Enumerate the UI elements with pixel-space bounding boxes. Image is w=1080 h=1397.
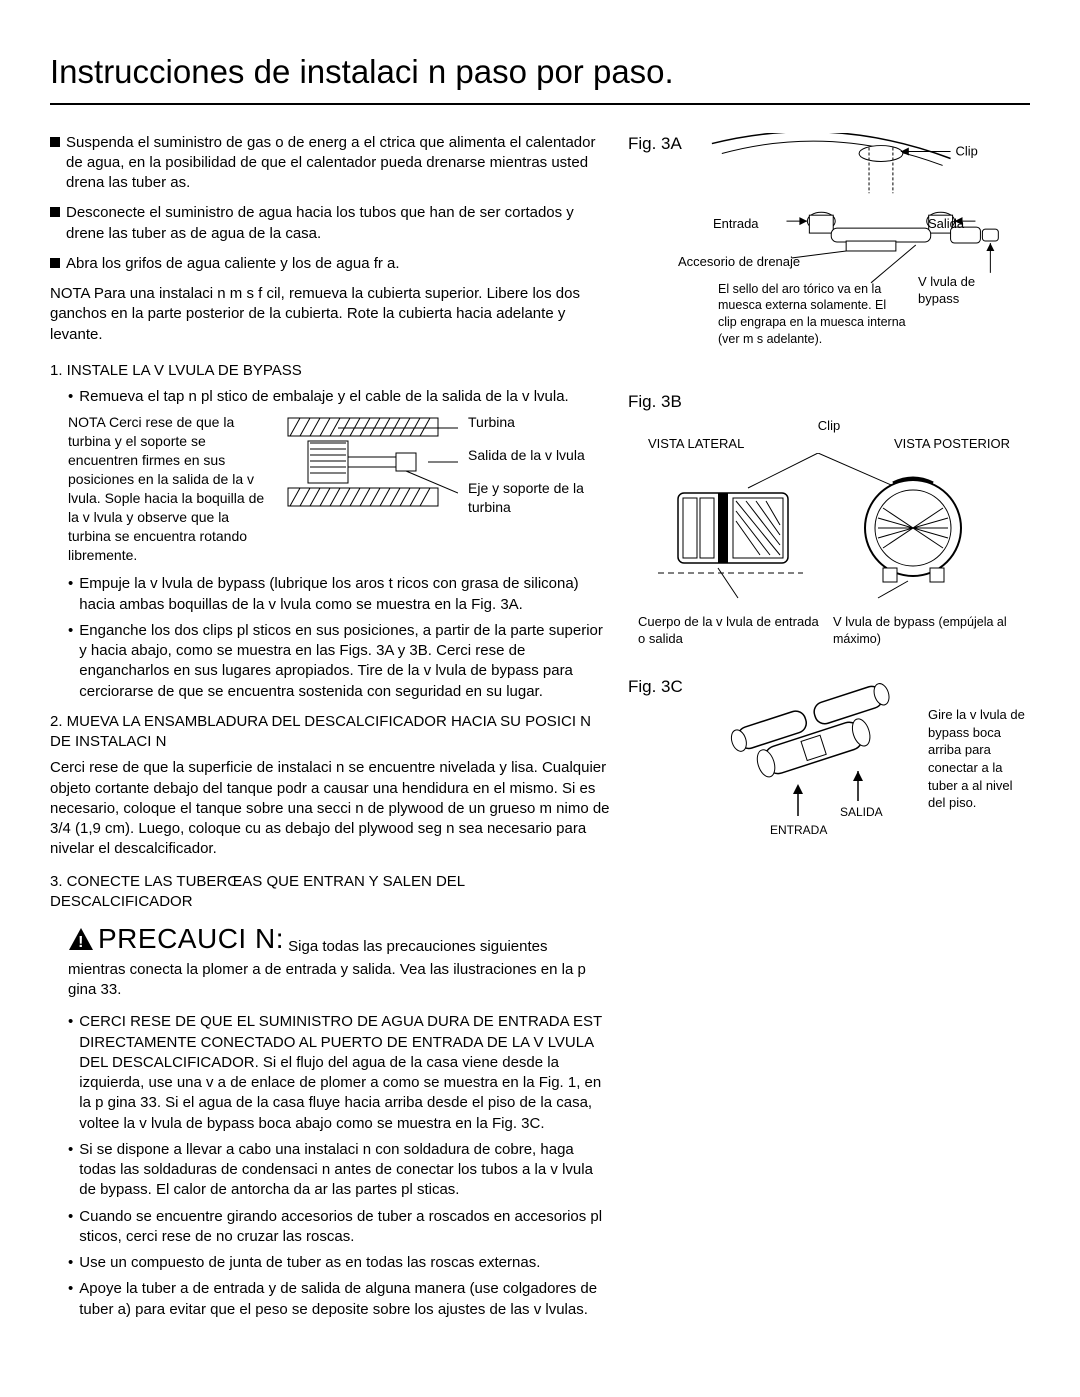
intro-item: Suspenda el suministro de gas o de energ… (50, 133, 610, 194)
figure-3c: Fig. 3C (628, 676, 1030, 846)
square-bullet-icon (50, 137, 60, 147)
intro-text: Suspenda el suministro de gas o de energ… (66, 133, 610, 194)
fig-3a-salida: Salida (928, 215, 964, 233)
fig-3b-cuerpo: Cuerpo de la v lvula de entrada o salida (638, 613, 825, 649)
section-2-paragraph: Cerci rese de que la superficie de insta… (50, 758, 610, 859)
figure-3a: Fig. 3A Clip (628, 133, 1030, 363)
fig-3c-diagram: SALIDA ENTRADA (708, 676, 918, 846)
inline-note: NOTA Cerci rese de que la turbina y el s… (68, 413, 268, 564)
label-turbina: Turbina (468, 413, 610, 432)
bullet-dot-icon: • (68, 387, 73, 407)
figure-3b: Fig. 3B Clip VISTA LATERAL VISTA POSTERI… (628, 391, 1030, 649)
label-salida: Salida de la v lvula (468, 446, 610, 465)
fig-3b-posterior: VISTA POSTERIOR (894, 435, 1010, 453)
bullet: • CERCI RESE DE QUE EL SUMINISTRO DE AGU… (68, 1012, 610, 1134)
bullet-dot-icon: • (68, 574, 73, 615)
bullet-dot-icon: • (68, 1253, 73, 1273)
intro-item: Desconecte el suministro de agua hacia l… (50, 203, 610, 244)
inline-labels: Turbina Salida de la v lvula Eje y sopor… (468, 413, 610, 564)
intro-text: Desconecte el suministro de agua hacia l… (66, 203, 610, 244)
caution-tail: Siga todas las precauciones siguientes (288, 938, 547, 955)
section-1-heading: 1. INSTALE LA V LVULA DE BYPASS (50, 361, 610, 381)
inline-turbine-figure: NOTA Cerci rese de que la turbina y el s… (68, 413, 610, 564)
warning-triangle-icon: ! (68, 927, 94, 951)
fig-3a-sello: El sello del aro tórico va en la muesca … (718, 281, 908, 349)
left-column: Suspenda el suministro de gas o de energ… (50, 133, 610, 1326)
bullet-dot-icon: • (68, 621, 73, 702)
caution-word: ! PRECAUCI N: (68, 920, 284, 958)
bullet-text: Apoye la tuber a de entrada y de salida … (79, 1279, 610, 1320)
section-2-heading: 2. MUEVA LA ENSAMBLADURA DEL DESCALCIFIC… (50, 712, 610, 753)
fig-3a-bypass: V lvula de bypass (918, 273, 1008, 308)
fig-3b-diagram (628, 453, 1008, 613)
bullet-text: Enganche los dos clips pl sticos en sus … (79, 621, 610, 702)
bullet-dot-icon: • (68, 1279, 73, 1320)
bullet: • Apoye la tuber a de entrada y de salid… (68, 1279, 610, 1320)
right-column: Fig. 3A Clip (628, 133, 1030, 1326)
bullet-text: Empuje la v lvula de bypass (lubrique lo… (79, 574, 610, 615)
fig-3b-lateral: VISTA LATERAL (648, 435, 744, 453)
fig-3a-label: Fig. 3A (628, 133, 682, 156)
bullet: • Remueva el tap n pl stico de embalaje … (68, 387, 610, 407)
bullet-text: CERCI RESE DE QUE EL SUMINISTRO DE AGUA … (79, 1012, 610, 1134)
intro-text: Abra los grifos de agua caliente y los d… (66, 254, 400, 274)
bullet-dot-icon: • (68, 1012, 73, 1134)
fig-3c-gire: Gire la v lvula de bypass boca arriba pa… (928, 676, 1030, 846)
caution-line: ! PRECAUCI N: Siga todas las precaucione… (68, 920, 610, 958)
bullet: • Si se dispone a llevar a cabo una inst… (68, 1140, 610, 1201)
bullet-text: Remueva el tap n pl stico de embalaje y … (79, 387, 568, 407)
bullet-dot-icon: • (68, 1207, 73, 1248)
svg-text:ENTRADA: ENTRADA (770, 823, 827, 837)
bullet: • Use un compuesto de junta de tuber as … (68, 1253, 610, 1273)
square-bullet-icon (50, 207, 60, 217)
t: Clip (955, 143, 977, 158)
fig-3c-label: Fig. 3C (628, 676, 698, 699)
bullet: • Cuando se encuentre girando accesorios… (68, 1207, 610, 1248)
bullet: • Enganche los dos clips pl sticos en su… (68, 621, 610, 702)
caution-tail2: mientras conecta la plomer a de entrada … (68, 960, 610, 1001)
bullet: • Empuje la v lvula de bypass (lubrique … (68, 574, 610, 615)
label-eje: Eje y soporte de la turbina (468, 479, 610, 517)
fig-3a-entrada: Entrada (713, 215, 759, 233)
bullet-dot-icon: • (68, 1140, 73, 1201)
intro-item: Abra los grifos de agua caliente y los d… (50, 254, 610, 274)
fig-3b-clip: Clip (628, 417, 1030, 435)
section-3-heading: 3. CONECTE LAS TUBERŒAS QUE ENTRAN Y SAL… (50, 872, 610, 913)
svg-text:!: ! (78, 934, 84, 951)
fig-3b-bypass: V lvula de bypass (833, 614, 935, 629)
svg-text:SALIDA: SALIDA (840, 805, 883, 819)
fig-3a-drenaje: Accesorio de drenaje (678, 253, 800, 271)
turbine-diagram (278, 413, 458, 564)
square-bullet-icon (50, 258, 60, 268)
bullet-text: Si se dispone a llevar a cabo una instal… (79, 1140, 610, 1201)
note-top: NOTA Para una instalaci n m s f cil, rem… (50, 284, 610, 345)
fig-3b-label: Fig. 3B (628, 391, 1030, 414)
page-title: Instrucciones de instalaci n paso por pa… (50, 50, 1030, 105)
caution-label: PRECAUCI N: (98, 920, 284, 958)
bullet-text: Use un compuesto de junta de tuber as en… (79, 1253, 540, 1273)
bullet-text: Cuando se encuentre girando accesorios d… (79, 1207, 610, 1248)
